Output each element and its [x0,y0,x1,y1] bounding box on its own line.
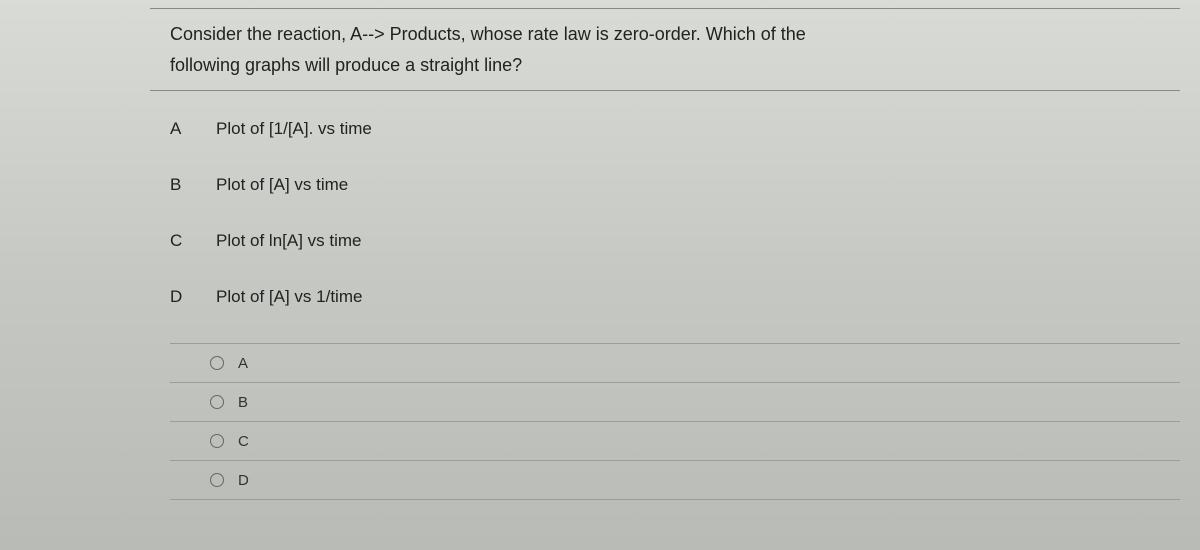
option-letter: D [170,287,216,307]
option-text: Plot of [1/[A]. vs time [216,119,372,139]
radio-label[interactable]: A [238,355,248,372]
option-def-d: D Plot of [A] vs 1/time [170,287,1180,307]
option-letter: A [170,119,216,139]
radio-label[interactable]: B [238,394,248,411]
radio-icon[interactable] [210,434,224,448]
option-text: Plot of [A] vs 1/time [216,287,362,307]
option-text: Plot of ln[A] vs time [216,231,362,251]
radio-row-c[interactable]: C [170,421,1180,461]
radio-row-a[interactable]: A [170,343,1180,383]
answer-choices: A B C D [150,343,1200,500]
option-def-b: B Plot of [A] vs time [170,175,1180,195]
radio-icon[interactable] [210,395,224,409]
radio-label[interactable]: C [238,433,249,450]
option-def-a: A Plot of [1/[A]. vs time [170,119,1180,139]
option-letter: B [170,175,216,195]
option-letter: C [170,231,216,251]
option-def-c: C Plot of ln[A] vs time [170,231,1180,251]
radio-icon[interactable] [210,473,224,487]
radio-row-b[interactable]: B [170,382,1180,422]
question-text: Consider the reaction, A--> Products, wh… [170,19,1160,80]
radio-label[interactable]: D [238,472,249,489]
question-panel: Consider the reaction, A--> Products, wh… [150,8,1180,91]
question-line-1: Consider the reaction, A--> Products, wh… [170,24,806,44]
question-line-2: following graphs will produce a straight… [170,55,522,75]
radio-icon[interactable] [210,356,224,370]
option-text: Plot of [A] vs time [216,175,348,195]
option-definitions: A Plot of [1/[A]. vs time B Plot of [A] … [150,119,1200,307]
radio-row-d[interactable]: D [170,460,1180,500]
